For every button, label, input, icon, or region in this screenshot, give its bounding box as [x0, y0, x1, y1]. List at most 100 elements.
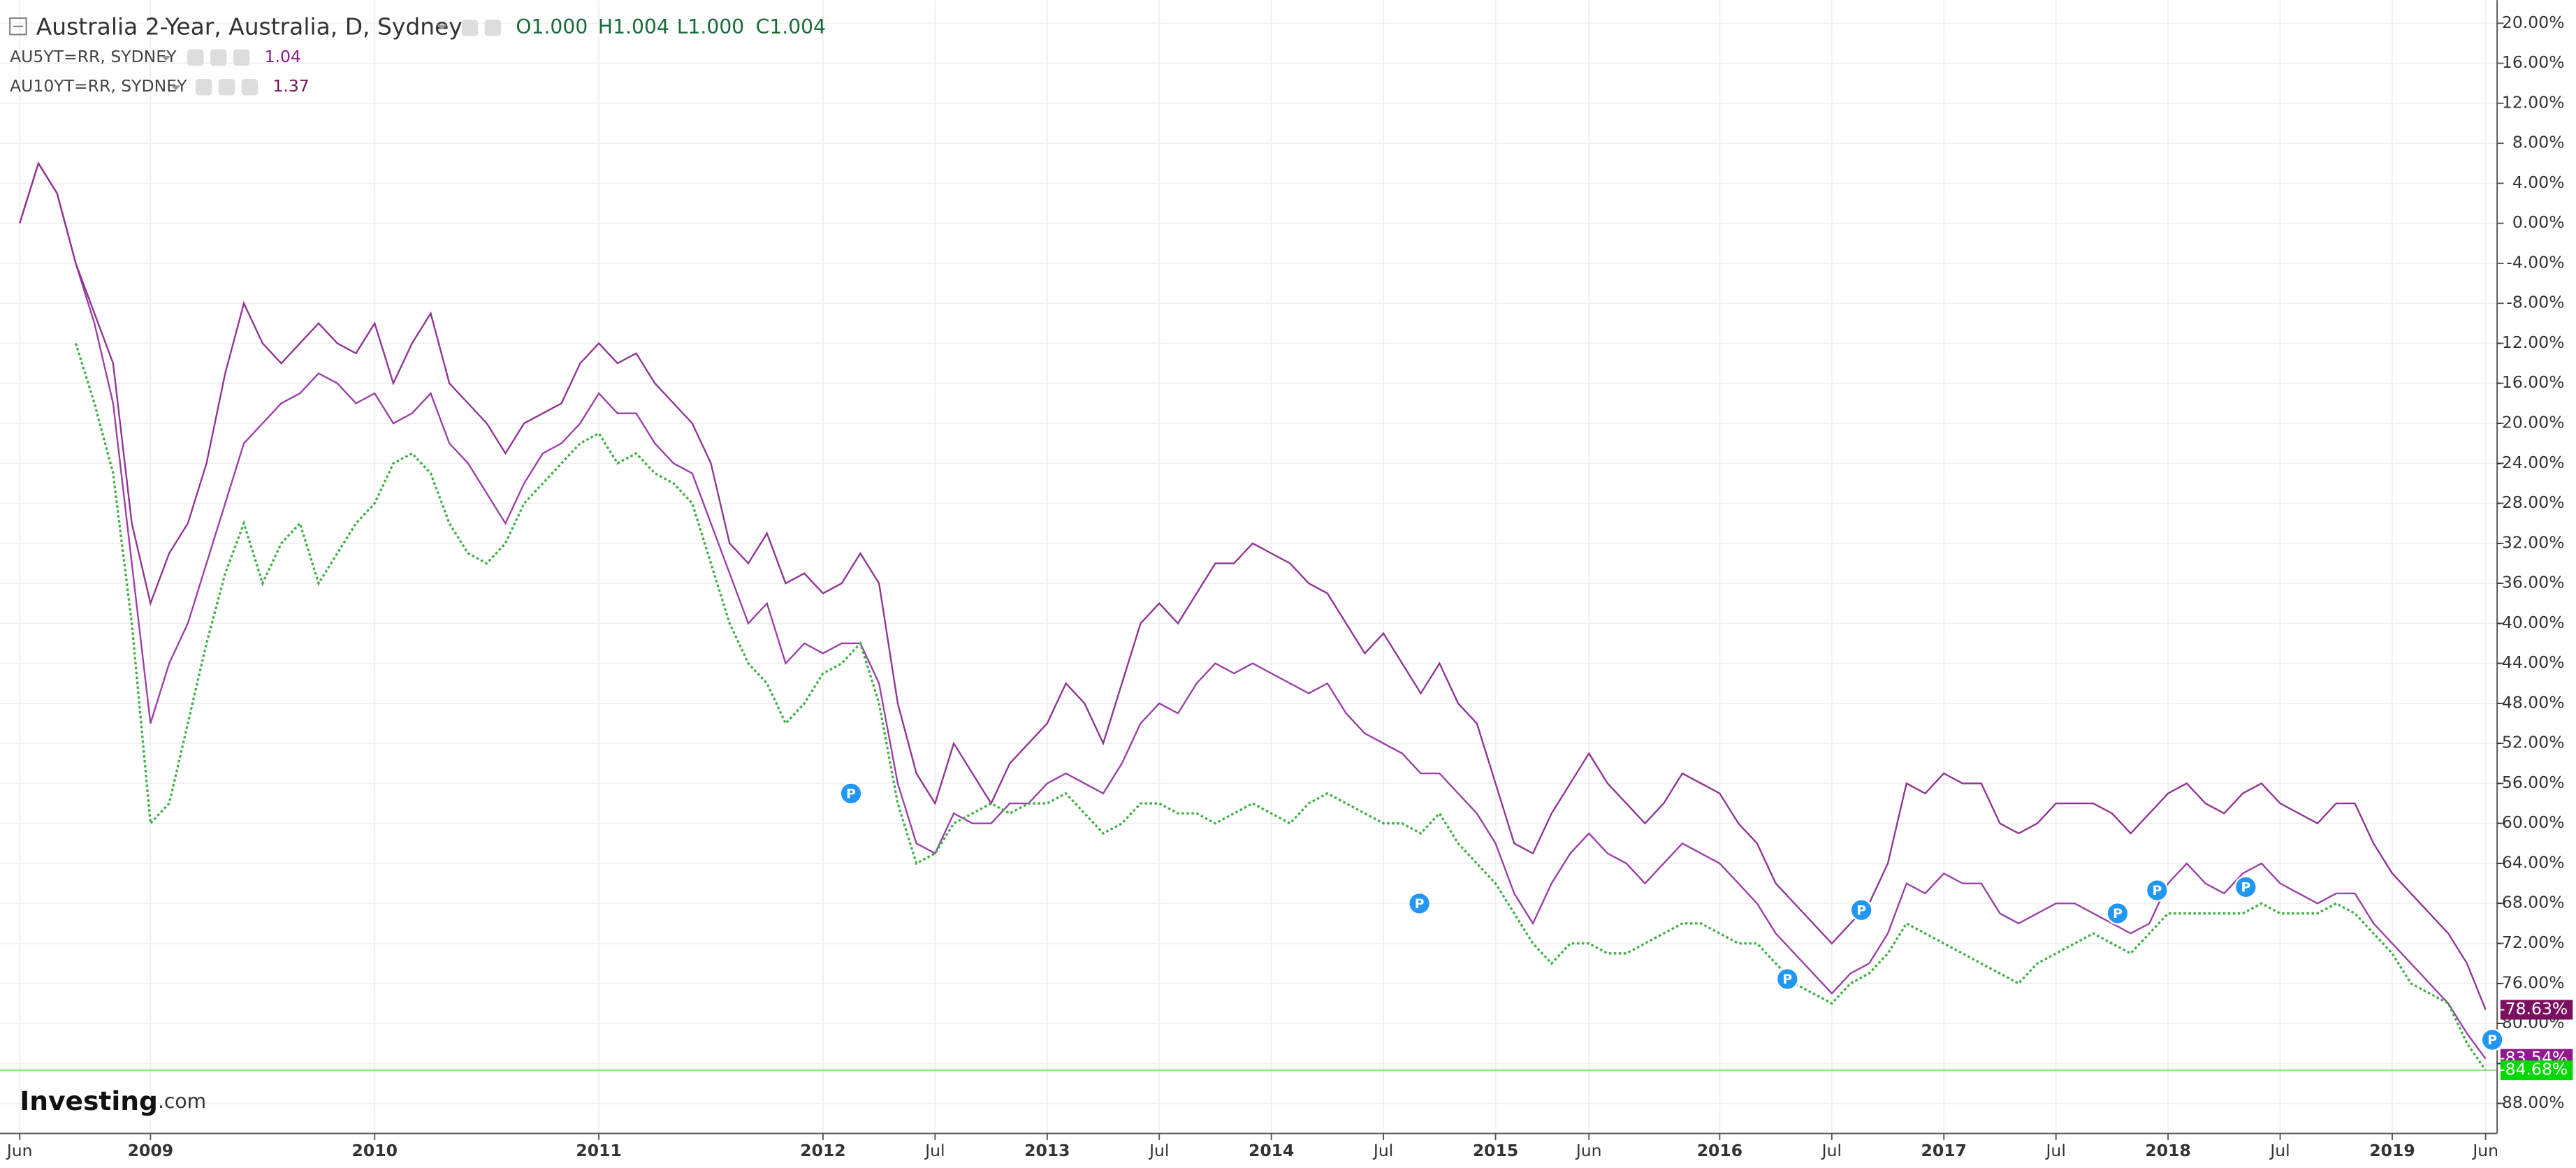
- x-tick-label: 2011: [576, 1141, 621, 1160]
- logo-suffix: .com: [158, 1090, 206, 1113]
- settings-icon[interactable]: [218, 78, 235, 96]
- x-tick-label: 2016: [1697, 1141, 1742, 1160]
- y-tick-label: -40.00%: [2496, 613, 2564, 632]
- collapse-icon[interactable]: [9, 17, 27, 36]
- ohlc-close: C1.004: [756, 15, 826, 38]
- x-tick-label: 2018: [2145, 1141, 2190, 1160]
- y-tick-label: 12.00%: [2502, 92, 2565, 112]
- event-marker-label: P: [2241, 881, 2250, 896]
- x-tick-label: Jul: [2269, 1141, 2290, 1160]
- y-tick-label: -36.00%: [2496, 573, 2564, 592]
- event-marker: [839, 782, 863, 805]
- y-tick-label: -28.00%: [2496, 492, 2564, 512]
- event-marker-label: P: [846, 787, 856, 801]
- last-value-label: -84.68%: [2499, 1060, 2568, 1079]
- main-symbol: Australia 2-Year, Australia, D, Sydney: [36, 13, 463, 41]
- x-tick-label: 2019: [2369, 1141, 2415, 1160]
- y-tick-label: -64.00%: [2496, 852, 2564, 872]
- x-tick-label: Jul: [2045, 1141, 2066, 1160]
- plot: [0, 161, 2498, 1072]
- settings-icon[interactable]: [195, 78, 212, 96]
- event-marker-label: P: [2487, 1033, 2497, 1048]
- y-tick-label: 0.00%: [2512, 212, 2565, 232]
- last-value-tag: [2500, 1000, 2573, 1020]
- x-tick-label: 2010: [352, 1141, 398, 1160]
- settings-icon[interactable]: [484, 20, 502, 36]
- event-marker-label: P: [1782, 972, 1792, 987]
- logo-main: Investing: [20, 1085, 158, 1116]
- x-tick-label: 2013: [1024, 1141, 1070, 1160]
- y-tick-label: -12.00%: [2496, 333, 2564, 352]
- event-marker-label: P: [1415, 897, 1425, 912]
- event-marker: [2106, 901, 2130, 925]
- y-tick-label: -32.00%: [2496, 532, 2564, 552]
- x-tick-label: 2009: [128, 1141, 173, 1160]
- settings-icon[interactable]: [210, 49, 227, 66]
- last-value-tag: [2500, 1060, 2573, 1081]
- x-tick-label: 2014: [1249, 1141, 1294, 1160]
- event-marker: [2145, 879, 2169, 902]
- event-marker-label: P: [2113, 907, 2123, 921]
- legend-value: 1.37: [272, 76, 309, 96]
- dropdown[interactable]: [170, 85, 181, 91]
- y-tick-label: -20.00%: [2496, 413, 2564, 432]
- legend-entry: AU10YT=RR, SYDNEY: [10, 76, 187, 96]
- x-tick-label: Jul: [1148, 1141, 1169, 1160]
- y-tick-label: -4.00%: [2506, 252, 2564, 272]
- dropdown[interactable]: [161, 56, 171, 61]
- x-tick-label: 2012: [800, 1141, 845, 1160]
- event-marker-label: P: [1856, 903, 1866, 918]
- x-tick-label: Jun: [6, 1141, 33, 1160]
- y-tick-label: -76.00%: [2496, 972, 2564, 992]
- y-tick-label: 8.00%: [2512, 133, 2565, 152]
- series-line: [74, 342, 2487, 1072]
- series-line: [19, 161, 2487, 1060]
- y-tick-label: 16.00%: [2502, 52, 2565, 72]
- legend-entry: AU5YT=RR, SYDNEY: [10, 47, 177, 66]
- series-line: [19, 161, 2487, 1010]
- ohlc-open: O1.000: [516, 15, 588, 38]
- x-tick-label: Jul: [1821, 1141, 1842, 1160]
- close-icon[interactable]: [241, 78, 259, 96]
- settings-icon[interactable]: [461, 20, 479, 36]
- y-tick-label: -52.00%: [2496, 733, 2564, 752]
- ohlc-high: H1.004: [598, 15, 669, 38]
- x-tick-label: Jul: [1372, 1141, 1393, 1160]
- axes: 20.00% 16.00% 12.00% 8.00% 4.00% 0.00% -4.00% -…: [6, 13, 2573, 1160]
- event-marker: [1408, 891, 1432, 915]
- dropdown[interactable]: [437, 24, 447, 30]
- event-marker: [1849, 898, 1873, 922]
- legend-value: 1.04: [265, 47, 301, 66]
- last-value-label: -78.63%: [2499, 999, 2568, 1019]
- x-tick-label: Jun: [1575, 1141, 1602, 1160]
- event-marker-label: P: [2153, 884, 2162, 898]
- settings-icon[interactable]: [187, 49, 204, 66]
- x-tick-label: Jun: [2471, 1141, 2498, 1160]
- y-tick-label: -60.00%: [2496, 812, 2564, 832]
- x-tick-label: 2015: [1473, 1141, 1518, 1160]
- event-marker: [2480, 1028, 2504, 1051]
- ohlc-low: L1.000: [677, 15, 744, 38]
- y-tick-label: -44.00%: [2496, 652, 2564, 672]
- grid: [0, 0, 2498, 1134]
- event-markers: P P P P P P P P: [839, 782, 2504, 1051]
- x-tick-label: Jul: [924, 1141, 945, 1160]
- y-tick-label: -48.00%: [2496, 692, 2564, 712]
- y-tick-label: -8.00%: [2506, 293, 2564, 312]
- y-tick-label: -16.00%: [2496, 372, 2564, 392]
- y-tick-label: -24.00%: [2496, 453, 2564, 472]
- y-tick-label: -72.00%: [2496, 933, 2564, 952]
- y-tick-label: -56.00%: [2496, 773, 2564, 792]
- x-tick-label: 2017: [1921, 1141, 1967, 1160]
- y-tick-label: -88.00%: [2496, 1093, 2564, 1112]
- y-tick-label: 20.00%: [2502, 13, 2565, 32]
- y-tick-label: -68.00%: [2496, 893, 2564, 912]
- legend: Australia 2-Year, Australia, D, Sydney O…: [9, 13, 826, 96]
- close-icon[interactable]: [233, 49, 250, 66]
- logo: Investing.com: [20, 1085, 206, 1116]
- event-marker: [1775, 968, 1799, 991]
- event-marker: [2234, 875, 2257, 899]
- y-tick-label: 4.00%: [2512, 173, 2565, 192]
